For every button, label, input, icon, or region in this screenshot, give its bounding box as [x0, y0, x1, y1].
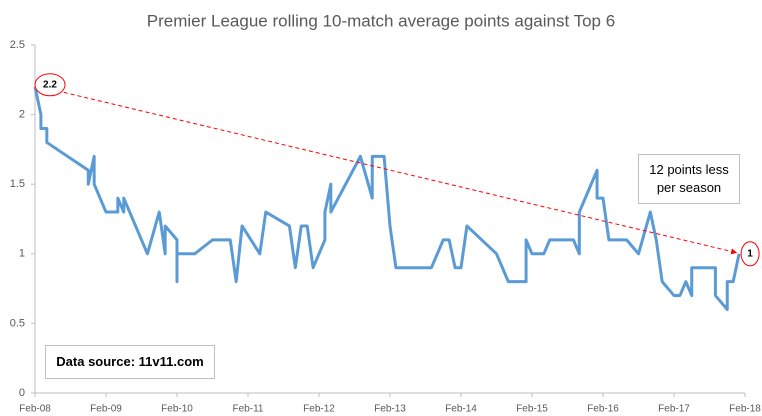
x-tick-label: Feb-15 [516, 404, 548, 415]
x-tick-label: Feb-08 [19, 404, 51, 415]
callout-label: 1 [747, 248, 753, 259]
x-tick-label: Feb-16 [587, 404, 619, 415]
callout-circle [740, 241, 760, 267]
y-tick-label: 0.5 [10, 317, 25, 329]
callout-circle [34, 73, 66, 97]
y-tick-label: 1.5 [10, 178, 25, 190]
x-tick-label: Feb-14 [445, 404, 477, 415]
x-tick-label: Feb-17 [658, 404, 690, 415]
y-tick-label: 0 [19, 387, 25, 399]
x-tick-label: Feb-13 [374, 404, 406, 415]
x-tick-label: Feb-12 [303, 404, 335, 415]
callout-label: 2.2 [43, 79, 57, 90]
chart-title: Premier League rolling 10-match average … [147, 11, 615, 30]
x-tick-label: Feb-10 [161, 404, 193, 415]
y-tick-label: 2 [19, 109, 25, 121]
x-tick-label: Feb-11 [233, 404, 264, 415]
x-tick-label: Feb-09 [90, 404, 122, 415]
data-line [33, 86, 741, 311]
source-note: Data source: 11v11.com [45, 345, 215, 379]
x-tick-label: Feb-18 [729, 404, 761, 415]
y-tick-label: 1 [19, 248, 25, 260]
trend-line [56, 90, 738, 255]
y-tick-label: 2.5 [10, 39, 25, 51]
annotation: 12 points less per season [638, 154, 740, 204]
